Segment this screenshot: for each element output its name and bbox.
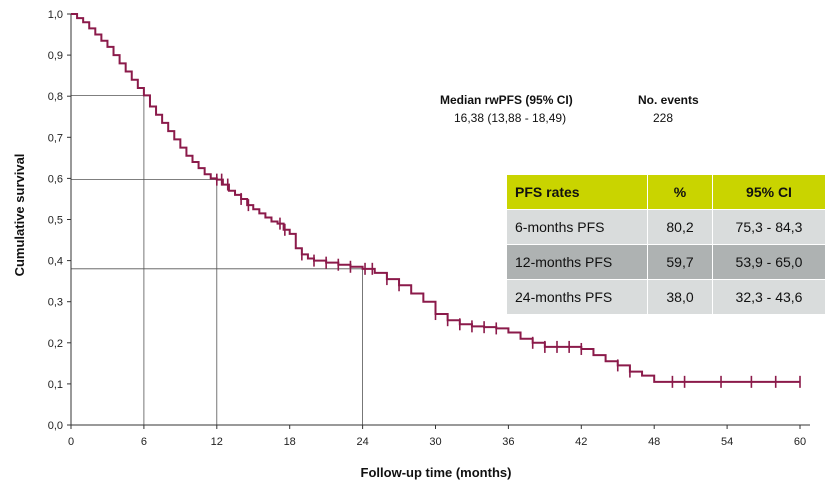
survival-curve — [71, 13, 800, 383]
x-axis-title: Follow-up time (months) — [361, 465, 512, 480]
reference-lines — [71, 94, 364, 425]
row-ci: 32,3 - 43,6 — [712, 279, 826, 315]
events-header: No. events — [638, 93, 699, 107]
events-value: 228 — [653, 111, 674, 125]
y-axis-title: Cumulative survival — [12, 154, 27, 277]
y-tick-label: 1,0 — [48, 9, 63, 21]
row-label: 12-months PFS — [507, 244, 648, 280]
y-tick-label: 0,4 — [48, 256, 63, 268]
y-tick-label: 0,6 — [48, 173, 63, 185]
y-tick-labels: 0,0 0,1 0,2 0,3 0,4 0,5 0,6 0,7 0,8 0,9 1,0 — [48, 9, 63, 432]
pfs-rates-table: PFS rates % 95% CI 6-months PFS 80,2 75,… — [507, 175, 826, 315]
x-tick-label: 30 — [429, 436, 441, 448]
y-tick-label: 0,0 — [48, 420, 63, 432]
row-ci: 75,3 - 84,3 — [712, 209, 826, 245]
y-tick-label: 0,8 — [48, 91, 63, 103]
x-tick-label: 18 — [284, 436, 296, 448]
x-tick-label: 12 — [211, 436, 223, 448]
header-pfs-rates: PFS rates — [507, 175, 648, 210]
x-tick-label: 54 — [721, 436, 733, 448]
row-label: 6-months PFS — [507, 209, 648, 245]
median-header: Median rwPFS (95% CI) — [440, 93, 573, 107]
row-percent: 59,7 — [647, 244, 713, 280]
x-tick-label: 60 — [794, 436, 806, 448]
row-percent: 80,2 — [647, 209, 713, 245]
header-ci: 95% CI — [712, 175, 826, 210]
x-tick-label: 24 — [356, 436, 368, 448]
x-tick-label: 36 — [502, 436, 514, 448]
row-label: 24-months PFS — [507, 279, 648, 315]
y-tick-label: 0,1 — [48, 379, 63, 391]
axes — [67, 13, 810, 429]
x-tick-label: 0 — [68, 436, 74, 448]
row-ci: 53,9 - 65,0 — [712, 244, 826, 280]
table-row: 12-months PFS 59,7 53,9 - 65,0 — [507, 244, 826, 280]
header-percent: % — [647, 175, 713, 210]
row-percent: 38,0 — [647, 279, 713, 315]
y-tick-label: 0,5 — [48, 215, 63, 227]
x-tick-labels: 0 6 12 18 24 30 36 42 48 54 60 — [68, 436, 806, 448]
x-tick-label: 42 — [575, 436, 587, 448]
x-tick-label: 48 — [648, 436, 660, 448]
median-value: 16,38 (13,88 - 18,49) — [454, 111, 567, 125]
x-tick-label: 6 — [141, 436, 147, 448]
y-tick-label: 0,2 — [48, 338, 63, 350]
y-tick-label: 0,7 — [48, 132, 63, 144]
censor-marks — [216, 173, 801, 388]
table-row: 24-months PFS 38,0 32,3 - 43,6 — [507, 279, 826, 315]
table-header-row: PFS rates % 95% CI — [507, 175, 826, 210]
y-tick-label: 0,9 — [48, 50, 63, 62]
table-row: 6-months PFS 80,2 75,3 - 84,3 — [507, 209, 826, 245]
y-tick-label: 0,3 — [48, 297, 63, 309]
